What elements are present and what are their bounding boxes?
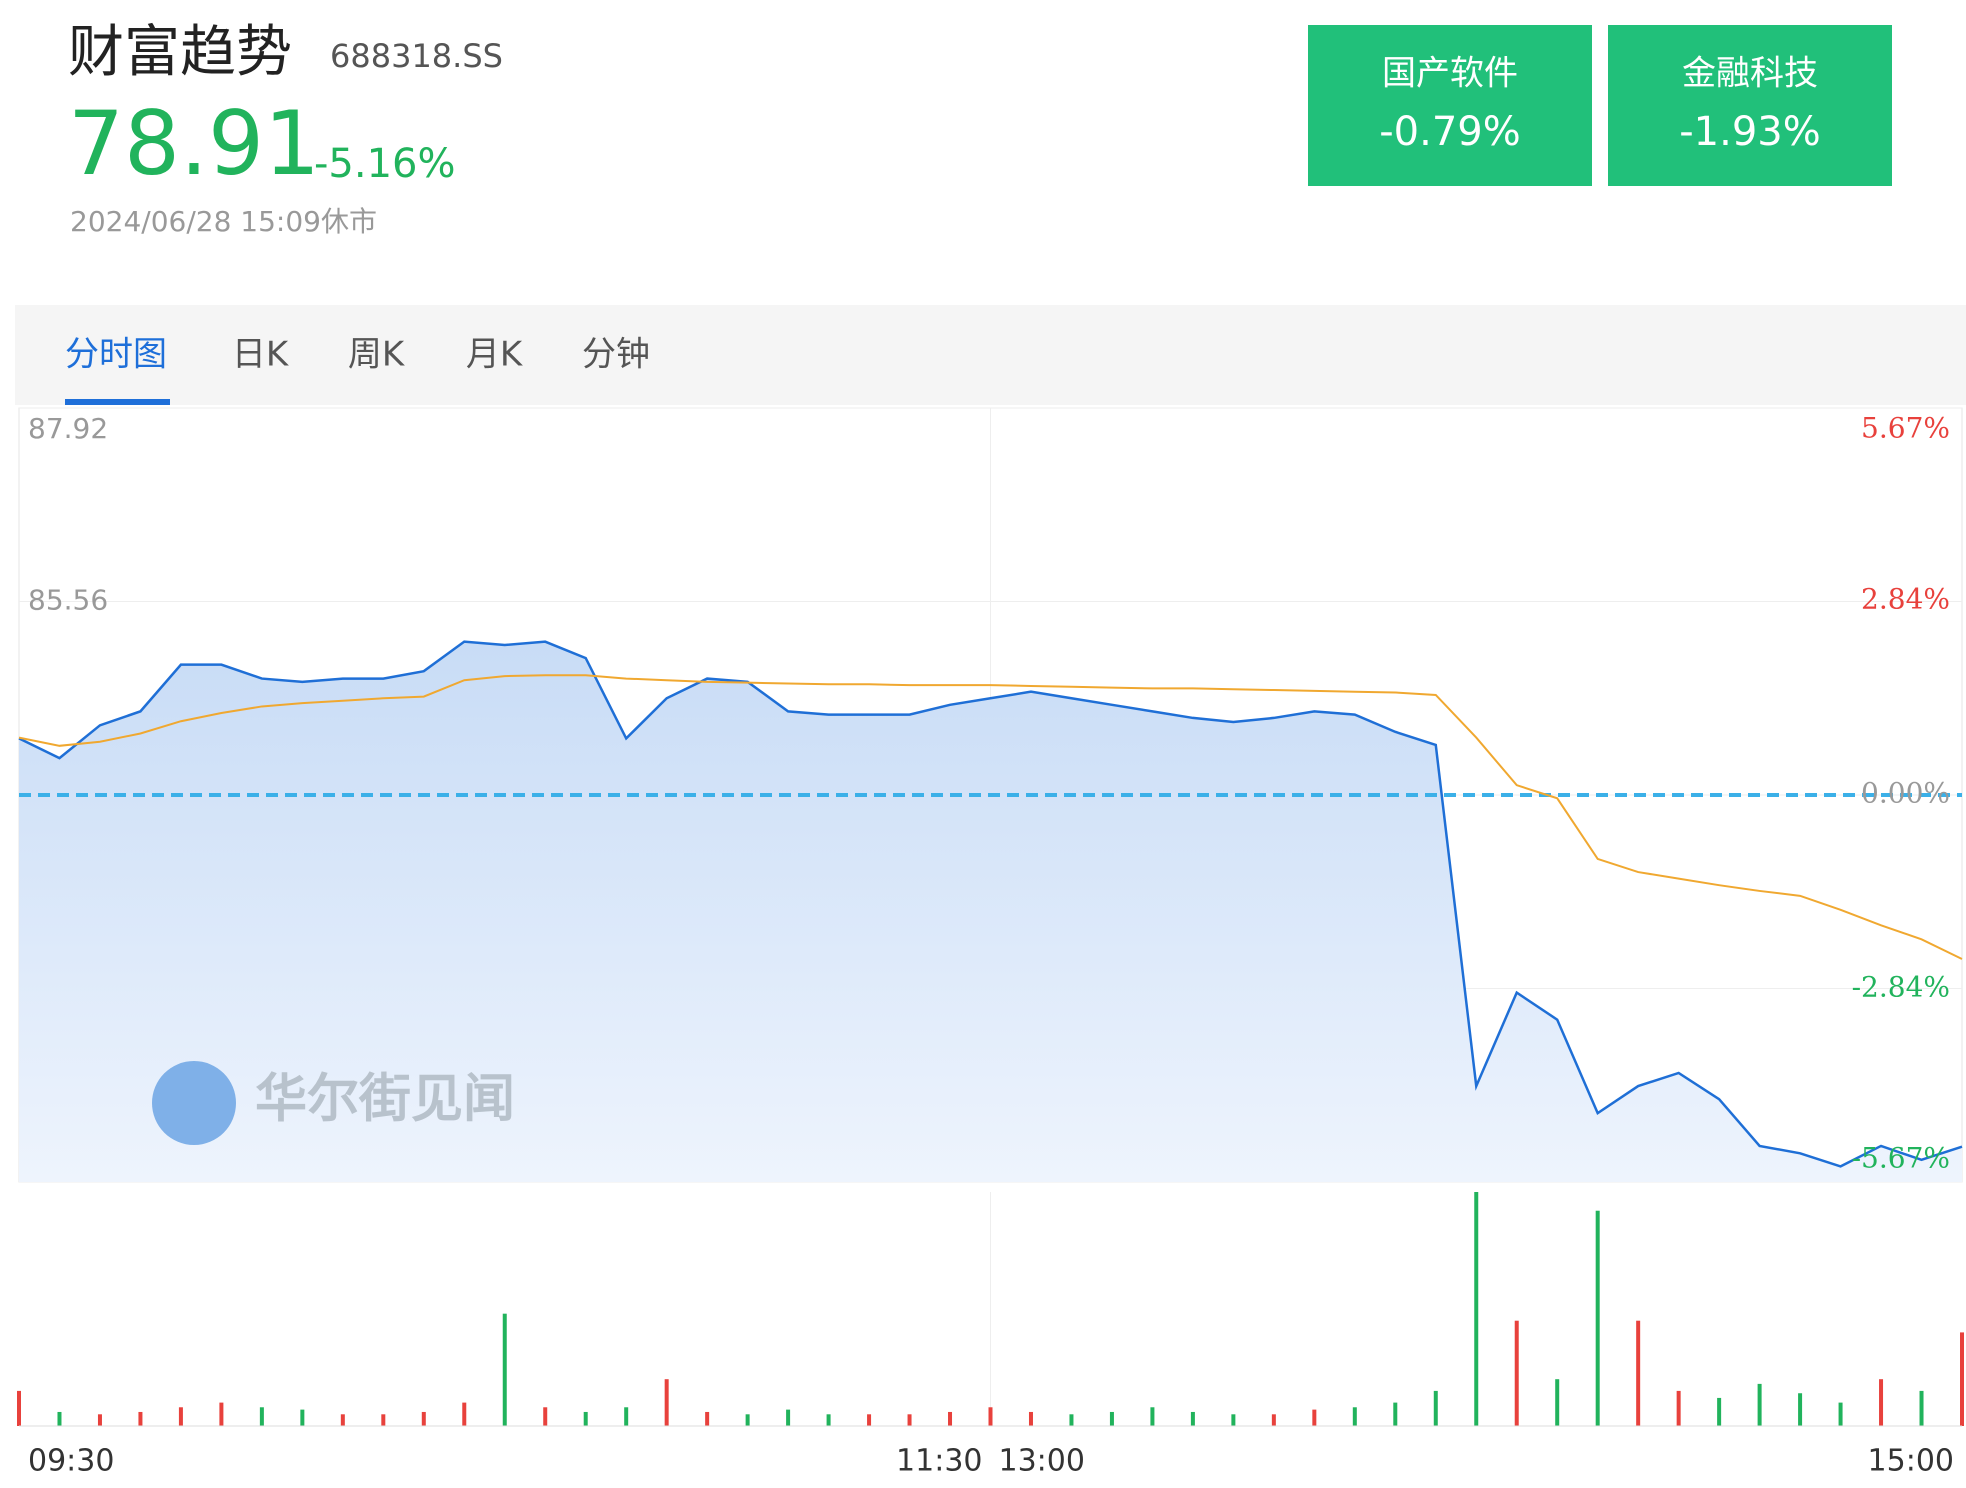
x-tick-label: 09:30 (28, 1444, 114, 1479)
volume-bar (178, 1407, 183, 1426)
volume-bar (907, 1414, 912, 1426)
tab-bar (15, 305, 1966, 405)
volume-bar (1514, 1320, 1519, 1426)
sector-change: -0.79% (1379, 109, 1521, 155)
watermark-logo (152, 1061, 236, 1145)
stock-name: 财富趋势 (68, 20, 292, 85)
change: -5.16% (314, 141, 456, 187)
volume-bar (624, 1407, 629, 1426)
volume-bar (705, 1411, 710, 1426)
volume-bar (1757, 1383, 1762, 1426)
volume-bar (786, 1409, 791, 1426)
volume-bar (1676, 1390, 1681, 1426)
volume-bar (1393, 1402, 1398, 1426)
sector-name: 国产软件 (1382, 54, 1518, 94)
volume-bar (1919, 1390, 1924, 1426)
sector-name: 金融科技 (1682, 54, 1818, 94)
price: 78.91 (68, 92, 320, 195)
x-tick-label: 13:00 (999, 1444, 1085, 1479)
tab[interactable]: 日K (232, 335, 290, 375)
tab[interactable]: 分钟 (582, 335, 650, 375)
volume-bar (826, 1414, 831, 1426)
average-line (18, 674, 1963, 960)
volume-bar (502, 1313, 507, 1426)
volume-bar (219, 1402, 224, 1426)
tab[interactable]: 月K (466, 335, 524, 375)
volume-bar (97, 1414, 102, 1426)
y2-tick-label: -2.84% (1852, 970, 1950, 1003)
volume-bar (1312, 1409, 1317, 1426)
sector-change: -1.93% (1679, 109, 1821, 155)
volume-bar (1636, 1320, 1641, 1426)
volume-bar (1231, 1414, 1236, 1426)
volume-bar (1879, 1379, 1884, 1426)
timestamp: 2024/06/28 15:09休市 (70, 205, 377, 238)
volume-bar (57, 1411, 62, 1426)
volume-bar (381, 1414, 386, 1426)
sector-card[interactable] (1308, 25, 1592, 186)
volume-bar (1960, 1332, 1964, 1426)
watermark-text: 华尔街见闻 (255, 1069, 515, 1130)
volume-bar (1555, 1379, 1560, 1426)
volume-bar (259, 1407, 264, 1426)
volume-bar (1271, 1414, 1276, 1426)
y-tick-label: 85.56 (28, 584, 108, 617)
volume-bar (543, 1407, 548, 1426)
volume-bar (421, 1411, 426, 1426)
y-tick-label: 87.92 (28, 412, 108, 445)
x-tick-label: 11:30 (896, 1444, 982, 1479)
tab[interactable]: 分时图 (65, 335, 167, 375)
y2-tick-label: 0.00% (1861, 777, 1950, 810)
sector-card[interactable] (1608, 25, 1892, 186)
volume-bar (948, 1411, 953, 1426)
volume-bar (138, 1411, 143, 1426)
volume-bar (1798, 1393, 1803, 1426)
volume-bar (1474, 1192, 1479, 1426)
volume-bar (664, 1379, 669, 1426)
volume-bar (462, 1402, 467, 1426)
volume-bar (340, 1414, 345, 1426)
volume-bar (1838, 1402, 1843, 1426)
volume-bar (1595, 1210, 1600, 1426)
volume-bar (1717, 1397, 1722, 1426)
volume-bar (1069, 1414, 1074, 1426)
volume-bar (17, 1390, 21, 1426)
volume-bar (1028, 1411, 1033, 1426)
volume-bar (1190, 1411, 1195, 1426)
y2-tick-label: -5.67% (1852, 1142, 1950, 1175)
volume-bar (988, 1407, 993, 1426)
stock-code: 688318.SS (330, 37, 503, 75)
tab[interactable]: 周K (348, 335, 406, 375)
volume-bar (583, 1411, 588, 1426)
y2-tick-label: 5.67% (1861, 412, 1950, 445)
y2-tick-label: 2.84% (1861, 583, 1950, 616)
price-line (18, 640, 1963, 1168)
volume-bar (867, 1414, 872, 1426)
volume-bar (1109, 1411, 1114, 1426)
volume-bar (1352, 1407, 1357, 1426)
x-tick-label: 15:00 (1868, 1444, 1954, 1479)
price-area (19, 641, 1962, 1182)
volume-bar (745, 1414, 750, 1426)
volume-bar (1433, 1390, 1438, 1426)
tab-underline (65, 399, 170, 405)
volume-bar (300, 1409, 305, 1426)
volume-bar (1150, 1407, 1155, 1426)
